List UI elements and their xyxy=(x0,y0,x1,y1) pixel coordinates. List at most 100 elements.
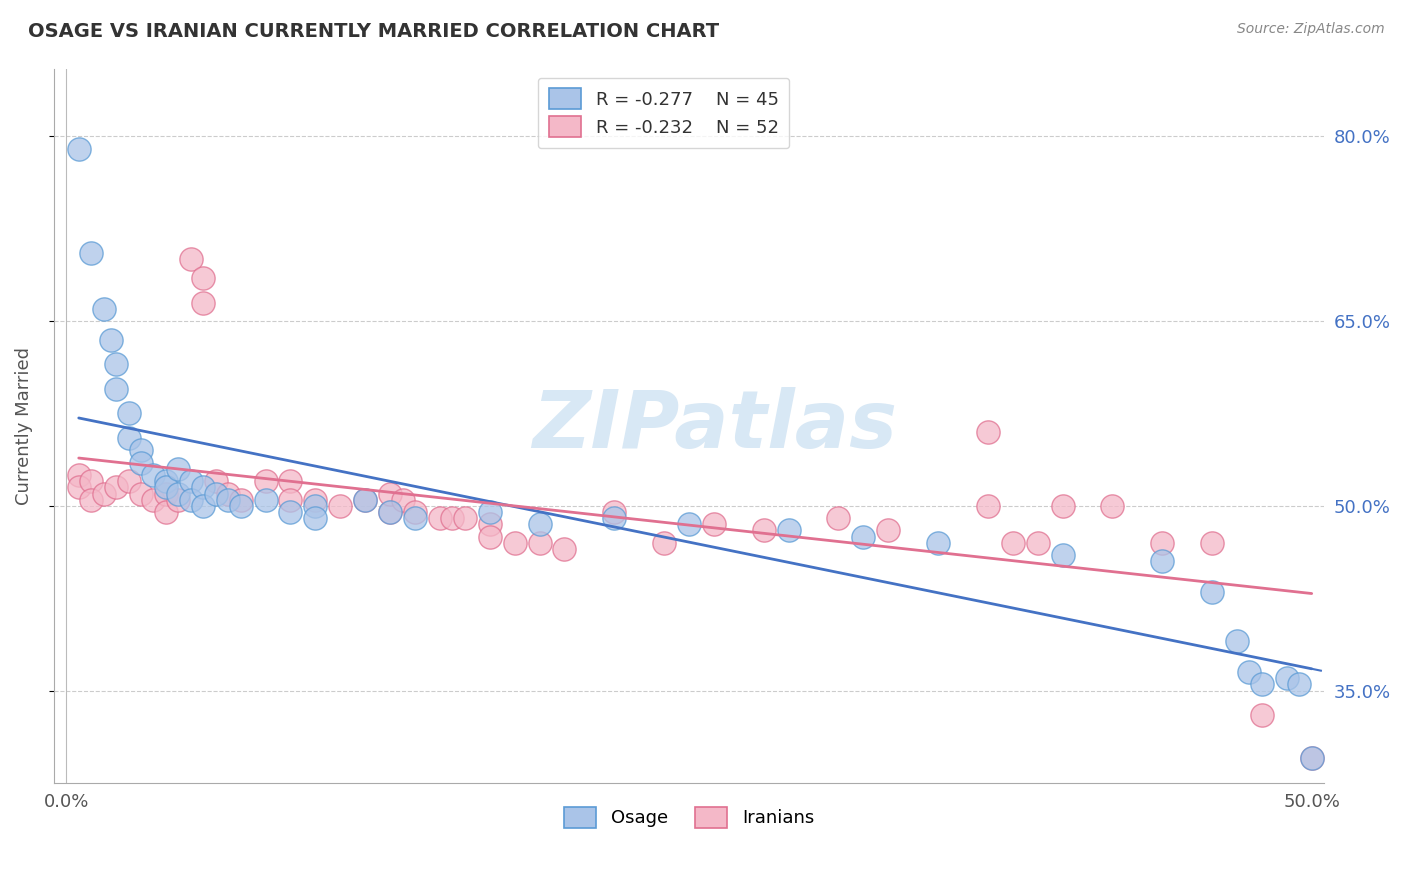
Point xyxy=(217,486,239,500)
Point xyxy=(603,511,626,525)
Point xyxy=(217,492,239,507)
Point xyxy=(1250,708,1272,723)
Y-axis label: Currently Married: Currently Married xyxy=(15,347,32,505)
Point xyxy=(404,511,426,525)
Point xyxy=(1250,677,1272,691)
Point xyxy=(229,499,252,513)
Point xyxy=(67,468,90,483)
Point xyxy=(193,271,215,285)
Point xyxy=(167,462,190,476)
Point xyxy=(1026,536,1049,550)
Point xyxy=(105,382,128,396)
Point xyxy=(167,486,190,500)
Point xyxy=(404,505,426,519)
Point xyxy=(478,530,501,544)
Point xyxy=(603,505,626,519)
Point xyxy=(229,492,252,507)
Point xyxy=(180,474,202,488)
Point xyxy=(155,480,177,494)
Point xyxy=(117,431,139,445)
Point xyxy=(778,524,800,538)
Point xyxy=(652,536,675,550)
Point xyxy=(329,499,352,513)
Point xyxy=(678,517,700,532)
Point xyxy=(378,486,401,500)
Point xyxy=(529,517,551,532)
Point xyxy=(180,252,202,267)
Point xyxy=(478,517,501,532)
Point xyxy=(454,511,477,525)
Point xyxy=(378,505,401,519)
Point xyxy=(1301,751,1323,765)
Point xyxy=(105,480,128,494)
Point xyxy=(193,295,215,310)
Point xyxy=(67,142,90,156)
Point xyxy=(852,530,875,544)
Point xyxy=(1152,554,1174,568)
Point xyxy=(1052,499,1074,513)
Point xyxy=(129,443,152,458)
Point xyxy=(1275,671,1298,685)
Point xyxy=(827,511,849,525)
Point xyxy=(977,499,1000,513)
Point xyxy=(1239,665,1261,680)
Point xyxy=(1152,536,1174,550)
Text: Source: ZipAtlas.com: Source: ZipAtlas.com xyxy=(1237,22,1385,37)
Point xyxy=(927,536,949,550)
Point xyxy=(391,492,413,507)
Point xyxy=(1201,585,1223,599)
Point xyxy=(80,474,103,488)
Point xyxy=(1101,499,1123,513)
Point xyxy=(193,499,215,513)
Point xyxy=(129,456,152,470)
Point xyxy=(378,505,401,519)
Point xyxy=(1001,536,1024,550)
Point xyxy=(80,492,103,507)
Point xyxy=(529,536,551,550)
Point xyxy=(67,480,90,494)
Point xyxy=(503,536,526,550)
Point xyxy=(429,511,451,525)
Point xyxy=(155,505,177,519)
Point xyxy=(304,511,326,525)
Point xyxy=(280,492,302,507)
Point xyxy=(254,492,277,507)
Point xyxy=(1288,677,1310,691)
Point xyxy=(280,474,302,488)
Text: OSAGE VS IRANIAN CURRENTLY MARRIED CORRELATION CHART: OSAGE VS IRANIAN CURRENTLY MARRIED CORRE… xyxy=(28,22,720,41)
Point xyxy=(142,492,165,507)
Point xyxy=(93,486,115,500)
Point xyxy=(703,517,725,532)
Point xyxy=(204,486,226,500)
Point xyxy=(100,333,122,347)
Point xyxy=(304,499,326,513)
Point xyxy=(117,474,139,488)
Point xyxy=(193,480,215,494)
Point xyxy=(117,407,139,421)
Point xyxy=(441,511,464,525)
Point xyxy=(80,246,103,260)
Point xyxy=(129,486,152,500)
Point xyxy=(1301,751,1323,765)
Point xyxy=(155,474,177,488)
Point xyxy=(204,474,226,488)
Point xyxy=(752,524,775,538)
Point xyxy=(354,492,377,507)
Point xyxy=(280,505,302,519)
Point xyxy=(304,492,326,507)
Point xyxy=(354,492,377,507)
Point xyxy=(254,474,277,488)
Point xyxy=(1052,548,1074,562)
Point xyxy=(1226,634,1249,648)
Point xyxy=(877,524,900,538)
Point xyxy=(167,492,190,507)
Point xyxy=(93,301,115,316)
Point xyxy=(142,468,165,483)
Point xyxy=(105,357,128,371)
Point xyxy=(180,492,202,507)
Point xyxy=(1201,536,1223,550)
Point xyxy=(977,425,1000,439)
Text: ZIPatlas: ZIPatlas xyxy=(531,387,897,465)
Point xyxy=(478,505,501,519)
Legend: Osage, Iranians: Osage, Iranians xyxy=(557,799,821,835)
